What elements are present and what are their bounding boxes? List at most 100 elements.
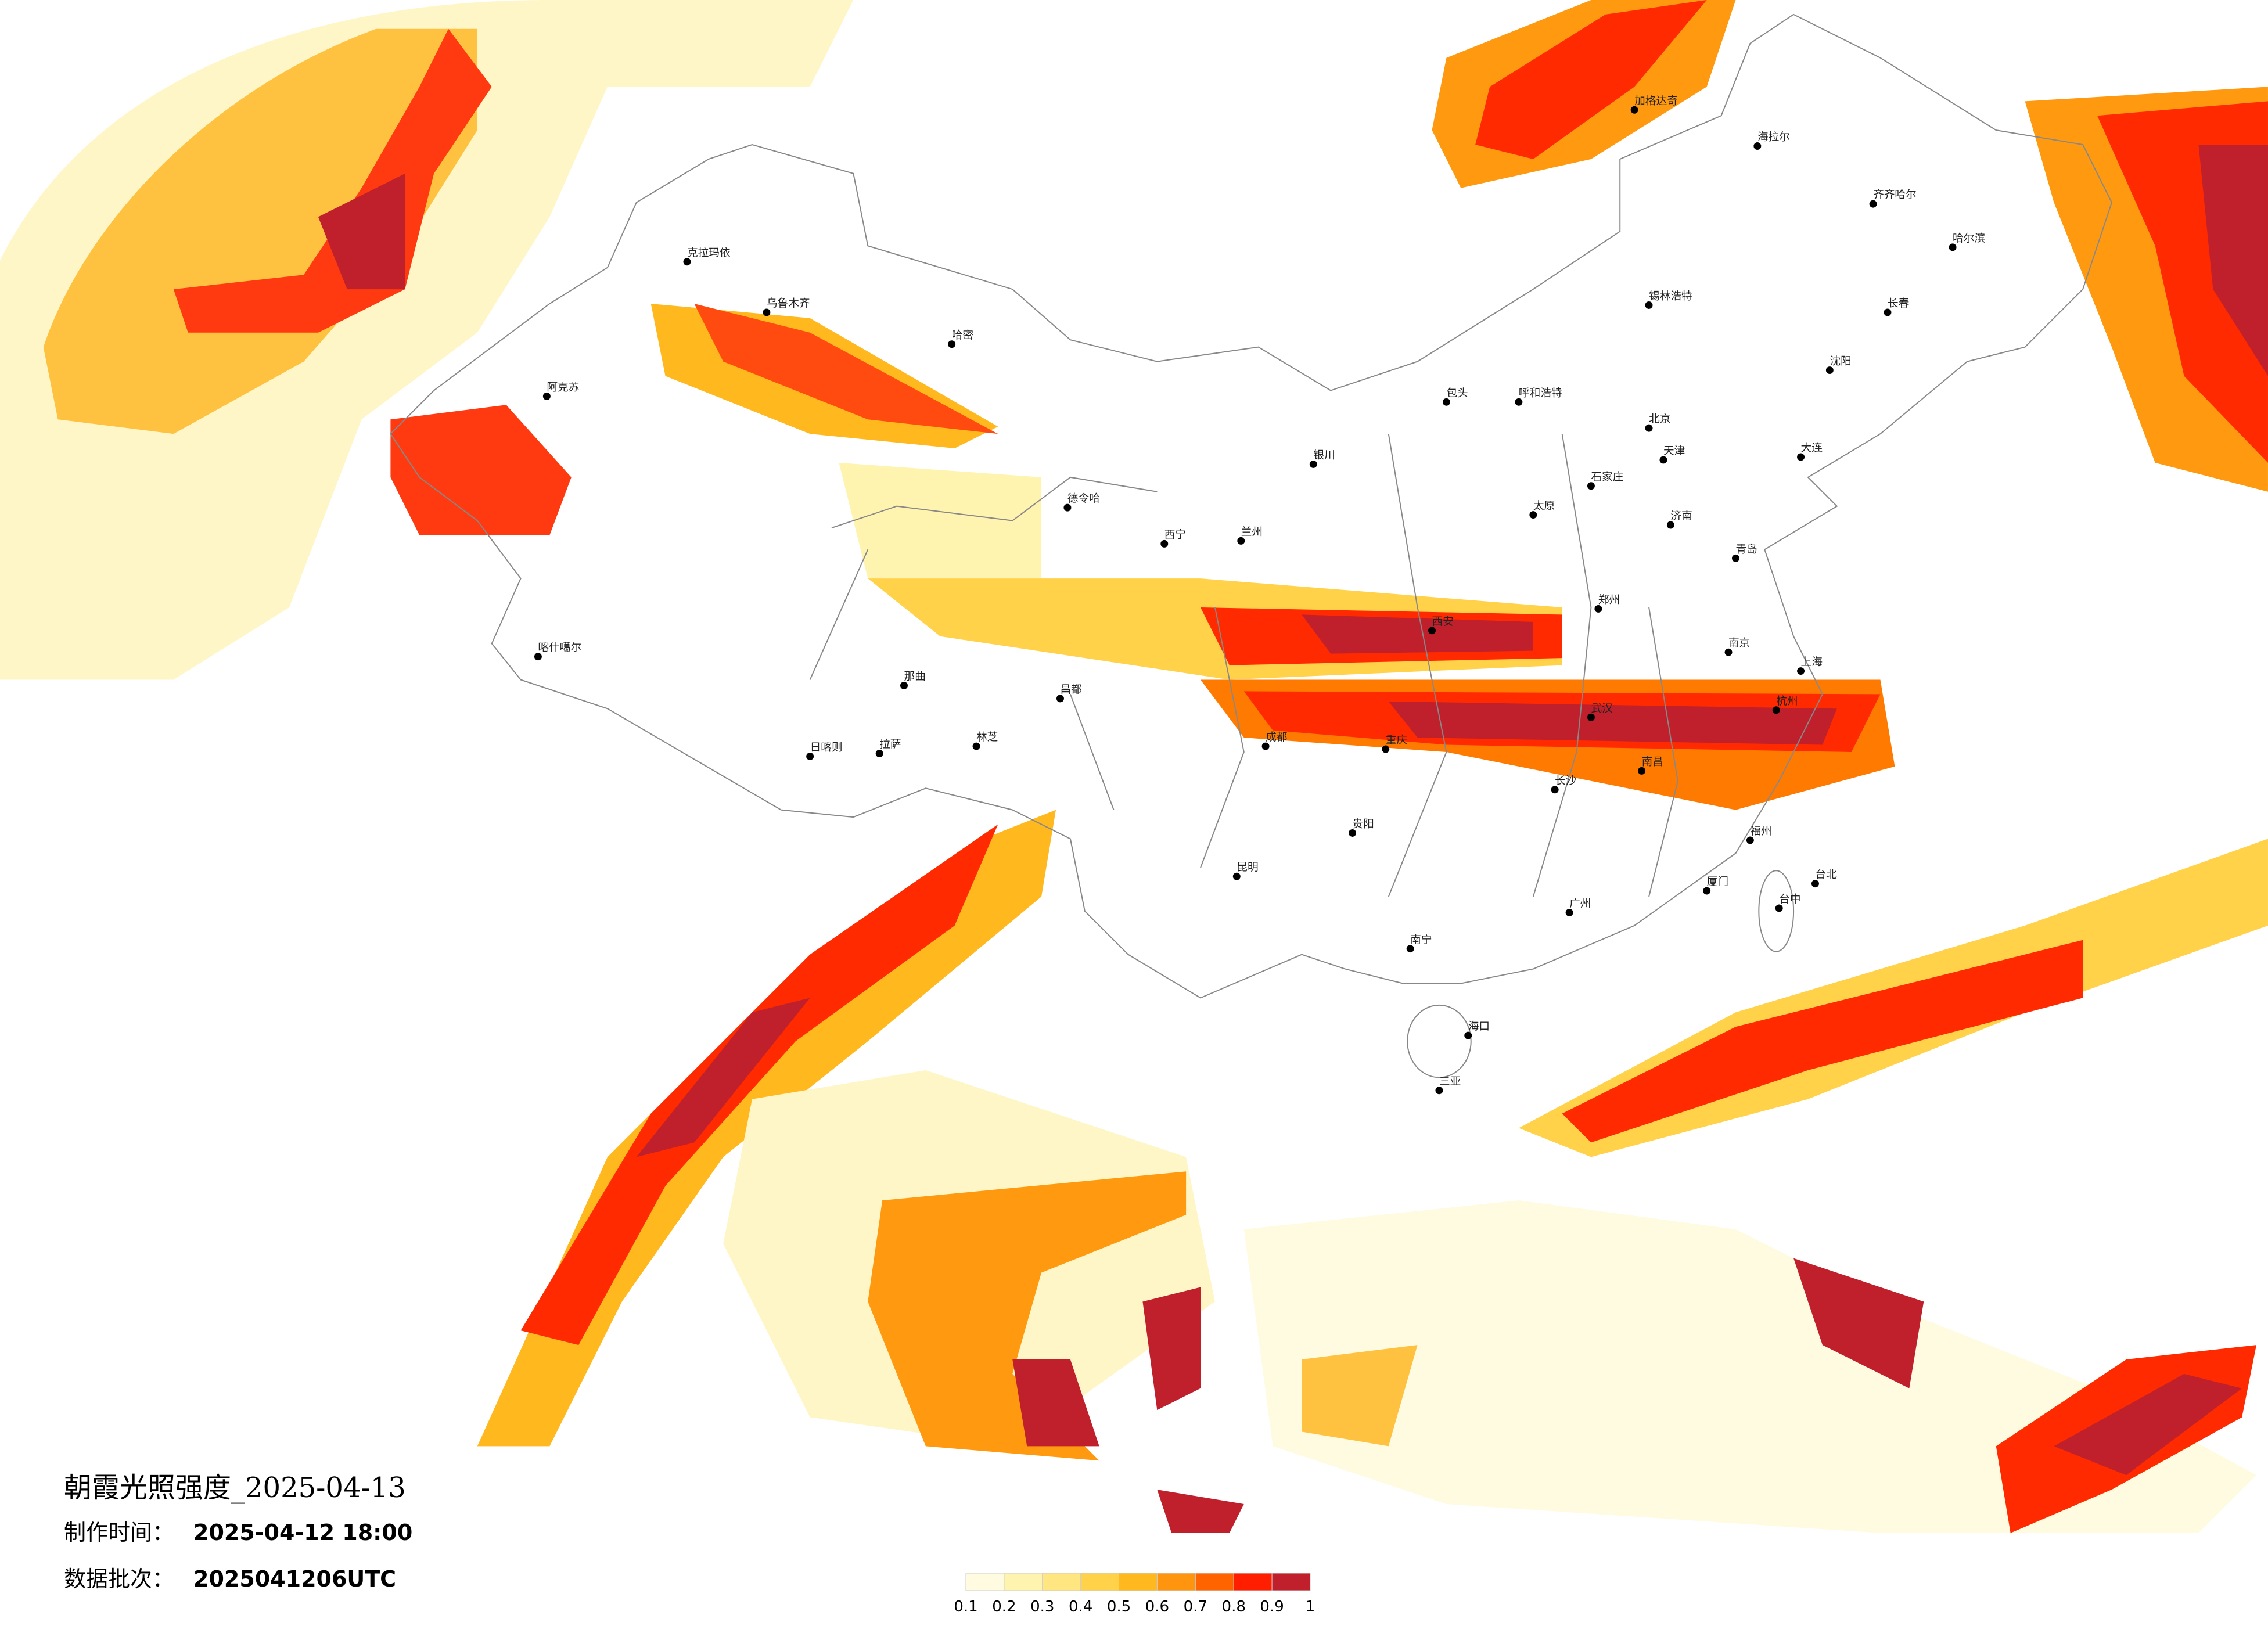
legend-tick-label: 1 bbox=[1306, 1598, 1315, 1616]
city-dot bbox=[1587, 482, 1595, 490]
legend-swatch bbox=[1195, 1573, 1234, 1591]
city-label: 昌都 bbox=[1060, 684, 1081, 696]
city-label: 济南 bbox=[1670, 510, 1692, 523]
city-dot bbox=[1949, 243, 1957, 251]
city-dot bbox=[1645, 301, 1653, 309]
city-dot bbox=[1753, 142, 1762, 150]
city-dot bbox=[1160, 539, 1169, 548]
city-label: 乌鲁木齐 bbox=[767, 297, 810, 310]
city-label: 海口 bbox=[1468, 1021, 1490, 1033]
city-label: 上海 bbox=[1801, 656, 1823, 668]
legend-tick-label: 0.8 bbox=[1222, 1598, 1246, 1616]
city-label: 厦门 bbox=[1707, 876, 1728, 888]
city-dot bbox=[1724, 648, 1733, 656]
city-dot bbox=[1630, 106, 1638, 114]
city-label: 哈尔滨 bbox=[1953, 232, 1985, 244]
batch: 2025041206UTC bbox=[193, 1566, 396, 1592]
city-dot bbox=[1237, 537, 1245, 545]
legend-swatch bbox=[1271, 1573, 1311, 1591]
city-dot bbox=[1056, 695, 1064, 703]
legend-swatch bbox=[965, 1573, 1005, 1591]
city-label: 石家庄 bbox=[1591, 471, 1623, 483]
city-dot bbox=[900, 681, 908, 689]
city-dot bbox=[1565, 908, 1573, 916]
legend-swatch bbox=[1004, 1573, 1043, 1591]
city-label: 加格达奇 bbox=[1634, 95, 1678, 107]
city-label: 青岛 bbox=[1735, 544, 1757, 556]
city-label: 阿克苏 bbox=[547, 382, 579, 394]
city-label: 林芝 bbox=[976, 732, 998, 744]
city-dot bbox=[1775, 904, 1783, 912]
city-dot bbox=[1638, 767, 1646, 775]
city-label: 西安 bbox=[1432, 616, 1453, 628]
city-label: 呼和浩特 bbox=[1519, 387, 1562, 400]
city-label: 重庆 bbox=[1386, 735, 1407, 747]
city-label: 锡林浩特 bbox=[1649, 290, 1692, 303]
legend-tick-label: 0.5 bbox=[1107, 1598, 1131, 1616]
city-label: 拉萨 bbox=[879, 739, 901, 751]
city-dot bbox=[806, 753, 814, 760]
city-dot bbox=[1666, 521, 1674, 529]
batch-label: 数据批次： bbox=[64, 1566, 174, 1592]
city-dot bbox=[1406, 945, 1414, 953]
city-label: 喀什噶尔 bbox=[538, 642, 581, 654]
city-dot bbox=[1063, 503, 1072, 512]
legend-tick-label: 0.3 bbox=[1030, 1598, 1054, 1616]
city-label: 贵阳 bbox=[1353, 818, 1374, 830]
legend-tick-label: 0.6 bbox=[1145, 1598, 1169, 1616]
city-dot bbox=[1703, 887, 1711, 895]
legend-swatch bbox=[1042, 1573, 1081, 1591]
city-label: 长沙 bbox=[1555, 775, 1576, 787]
city-dot bbox=[1746, 836, 1754, 844]
legend-tick-label: 0.1 bbox=[954, 1598, 977, 1616]
city-dot bbox=[1382, 745, 1390, 753]
city-dot bbox=[1435, 1087, 1443, 1095]
legend-tick-label: 0.4 bbox=[1069, 1598, 1092, 1616]
city-dot bbox=[542, 392, 551, 400]
city-label: 南宁 bbox=[1410, 934, 1432, 946]
city-dot bbox=[875, 750, 883, 757]
city-dot bbox=[763, 308, 771, 316]
city-label: 长春 bbox=[1888, 297, 1910, 310]
made-time: 2025-04-12 18:00 bbox=[193, 1520, 412, 1545]
city-dot bbox=[1261, 742, 1270, 750]
city-dot bbox=[1515, 398, 1523, 406]
city-dot bbox=[1869, 200, 1877, 208]
city-label: 广州 bbox=[1569, 898, 1591, 910]
legend-swatch bbox=[1233, 1573, 1273, 1591]
city-label: 天津 bbox=[1663, 445, 1685, 458]
city-dot bbox=[683, 258, 691, 266]
legend-swatch bbox=[1080, 1573, 1120, 1591]
city-dot bbox=[1645, 424, 1653, 432]
city-label: 哈密 bbox=[952, 329, 973, 341]
legend: 0.1 0.2 0.3 0.4 0.5 0.6 0.7 0.8 0.9 1 bbox=[954, 1573, 1315, 1616]
city-dot bbox=[972, 742, 980, 750]
legend-tick-label: 0.7 bbox=[1184, 1598, 1207, 1616]
city-dot bbox=[1464, 1031, 1472, 1039]
city-label: 三亚 bbox=[1439, 1075, 1461, 1088]
city-label: 那曲 bbox=[904, 671, 926, 683]
legend-tick-label: 0.9 bbox=[1260, 1598, 1284, 1616]
city-dot bbox=[1732, 554, 1739, 562]
city-dot bbox=[1772, 706, 1780, 714]
city-dot bbox=[1659, 456, 1667, 464]
city-label: 台北 bbox=[1815, 869, 1837, 881]
city-dot bbox=[1442, 398, 1450, 406]
city-label: 德令哈 bbox=[1067, 493, 1100, 505]
city-dot bbox=[1884, 308, 1892, 316]
city-dot bbox=[1349, 829, 1356, 837]
city-dot bbox=[1309, 460, 1317, 468]
legend-swatch bbox=[1156, 1573, 1196, 1591]
city-label: 包头 bbox=[1446, 387, 1468, 400]
city-dot bbox=[1428, 627, 1436, 635]
city-dot bbox=[1811, 880, 1819, 888]
city-dot bbox=[1797, 667, 1805, 675]
city-label: 郑州 bbox=[1598, 594, 1620, 606]
city-label: 兰州 bbox=[1241, 526, 1263, 538]
city-label: 福州 bbox=[1750, 825, 1771, 837]
city-dot bbox=[1529, 511, 1537, 519]
city-label: 沈阳 bbox=[1830, 355, 1851, 368]
